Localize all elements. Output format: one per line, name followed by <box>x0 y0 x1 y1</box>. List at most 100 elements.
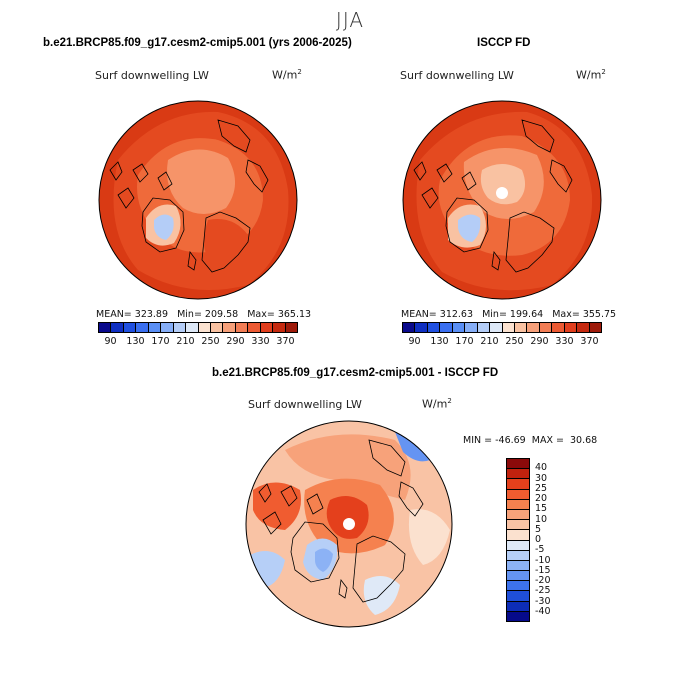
colorbar-swatch <box>527 323 540 332</box>
panel3-cool-south <box>363 576 400 615</box>
colorbar-swatch <box>136 323 149 332</box>
colorbar-swatch <box>285 323 297 332</box>
colorbar-tick-label: 0 <box>535 534 542 545</box>
panel1-stats: MEAN= 323.89 Min= 209.58 Max= 365.13 <box>96 309 312 320</box>
panel2-polar-map <box>402 100 602 300</box>
colorbar-tick-label: 5 <box>535 523 542 535</box>
colorbar-swatch <box>403 323 416 332</box>
colorbar-swatch <box>490 323 503 332</box>
panel1-variable-label: Surf downwelling LW <box>95 69 209 82</box>
colorbar-tick-label: 330 <box>251 336 270 347</box>
colorbar-tick-label: 90 <box>408 336 421 347</box>
colorbar-swatch <box>507 571 529 582</box>
panel2-title: ISCCP FD <box>477 37 531 49</box>
panel3-colorbar <box>506 458 530 622</box>
panel3-stats: MIN = -46.69 MAX = 30.68 <box>463 435 598 446</box>
colorbar-tick-label: 40 <box>535 462 548 474</box>
colorbar-swatch <box>452 323 466 332</box>
colorbar-tick-label: 10 <box>535 513 548 525</box>
panel1-land-warm <box>204 219 248 265</box>
panel2-variable-label: Surf downwelling LW <box>400 69 514 82</box>
colorbar-swatch <box>173 323 187 332</box>
panel2-stats: MEAN= 312.63 Min= 199.64 Max= 355.75 <box>401 309 617 320</box>
colorbar-swatch <box>507 601 529 612</box>
colorbar-tick-label: -30 <box>535 595 551 607</box>
colorbar-tick-label: 370 <box>580 336 599 347</box>
panel1-polar-map <box>98 100 298 300</box>
colorbar-swatch <box>507 520 529 531</box>
panel1-coastline-greenland <box>117 163 185 253</box>
colorbar-swatch <box>427 323 441 332</box>
panel2-coastline-eurasia <box>505 119 573 273</box>
colorbar-tick-label: 210 <box>480 336 499 347</box>
panel3-title: b.e21.BRCP85.f09_g17.cesm2-cmip5.001 - I… <box>212 367 499 379</box>
colorbar-tick-label: -5 <box>535 544 545 556</box>
panel3-warm-patch-north <box>285 434 411 500</box>
colorbar-tick-label: -15 <box>535 564 551 576</box>
colorbar-tick-label: 15 <box>535 503 548 515</box>
colorbar-tick-label: 130 <box>126 336 145 347</box>
panel2-colorbar <box>402 322 602 333</box>
colorbar-swatch <box>552 323 565 332</box>
colorbar-tick-label: 170 <box>455 336 474 347</box>
colorbar-swatch <box>507 489 529 500</box>
panel3-polar-map <box>245 420 453 628</box>
colorbar-tick-label: 20 <box>535 493 548 504</box>
panel1-colorbar-ticks: 90 130 170 210 250 290 330 370 <box>98 336 298 348</box>
colorbar-tick-label: 30 <box>535 472 548 484</box>
panel1-coastline-misc <box>109 161 197 271</box>
colorbar-swatch <box>465 323 478 332</box>
panel3-warm-core <box>326 496 369 539</box>
colorbar-swatch <box>507 469 529 480</box>
colorbar-tick-label: 370 <box>276 336 295 347</box>
colorbar-tick-label: -10 <box>535 554 551 566</box>
colorbar-swatch <box>248 323 261 332</box>
panel2-coastline-misc <box>413 161 501 271</box>
colorbar-swatch <box>148 323 162 332</box>
panel2-arctic-inner <box>480 164 526 205</box>
colorbar-swatch <box>564 323 578 332</box>
panel2-coastline-greenland <box>421 163 489 253</box>
colorbar-swatch <box>415 323 428 332</box>
colorbar-swatch <box>514 323 528 332</box>
colorbar-swatch <box>440 323 453 332</box>
colorbar-swatch <box>186 323 199 332</box>
colorbar-tick-label: 290 <box>226 336 245 347</box>
colorbar-swatch <box>260 323 274 332</box>
colorbar-tick-label: 210 <box>176 336 195 347</box>
colorbar-swatch <box>123 323 137 332</box>
colorbar-swatch <box>111 323 124 332</box>
panel2-colorbar-ticks: 90 130 170 210 250 290 330 370 <box>402 336 602 348</box>
colorbar-tick-label: 130 <box>430 336 449 347</box>
colorbar-swatch <box>273 323 286 332</box>
panel3-neutral-east <box>408 509 450 565</box>
colorbar-tick-label: 170 <box>151 336 170 347</box>
panel3-coastline-eurasia <box>352 439 424 603</box>
colorbar-swatch <box>539 323 553 332</box>
colorbar-swatch <box>577 323 590 332</box>
panel1-greenland-core <box>154 214 174 240</box>
colorbar-swatch <box>507 530 529 541</box>
colorbar-swatch <box>507 499 529 510</box>
colorbar-swatch <box>507 509 529 521</box>
colorbar-tick-label: -40 <box>535 605 551 617</box>
panel2-units: W/m2 <box>576 68 606 82</box>
colorbar-swatch <box>502 323 515 332</box>
colorbar-swatch <box>507 550 529 561</box>
colorbar-swatch <box>235 323 249 332</box>
colorbar-swatch <box>198 323 211 332</box>
colorbar-swatch <box>161 323 174 332</box>
colorbar-swatch <box>507 591 529 602</box>
colorbar-tick-label: 330 <box>555 336 574 347</box>
panel3-warm-west <box>253 482 301 530</box>
panel3-variable-label: Surf downwelling LW <box>248 398 362 411</box>
colorbar-swatch <box>477 323 491 332</box>
colorbar-tick-label: -20 <box>535 575 551 586</box>
colorbar-tick-label: 25 <box>535 482 548 494</box>
panel3-cool-ne <box>395 432 430 462</box>
colorbar-swatch <box>507 581 529 592</box>
colorbar-tick-label: 290 <box>530 336 549 347</box>
colorbar-swatch <box>507 540 529 551</box>
colorbar-swatch <box>99 323 112 332</box>
panel3-units: W/m2 <box>422 397 452 411</box>
